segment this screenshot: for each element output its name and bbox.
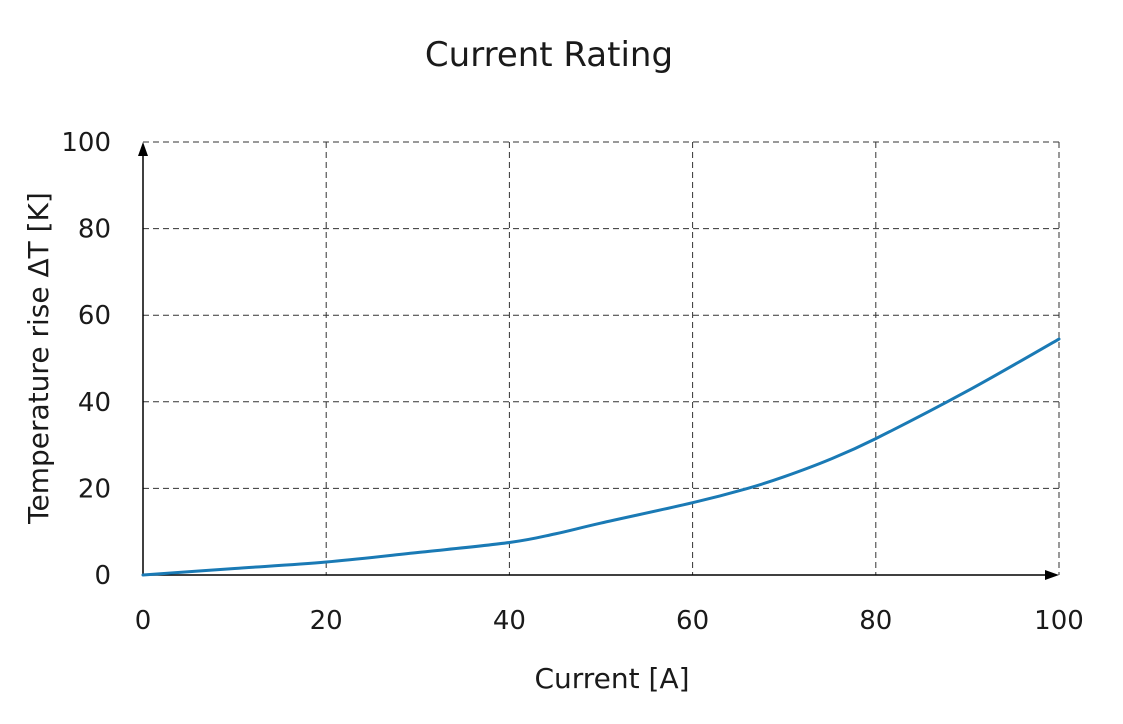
x-tick-label: 100 xyxy=(1034,606,1084,636)
series-line-0 xyxy=(141,337,1061,577)
y-tick-label: 40 xyxy=(78,388,111,418)
y-tick-label: 80 xyxy=(78,215,111,245)
x-tick-label: 80 xyxy=(859,606,892,636)
x-tick-label: 40 xyxy=(493,606,526,636)
x-tick-labels: 0 20 40 60 80 100 xyxy=(135,606,1084,636)
chart-title: Current Rating xyxy=(425,35,673,75)
y-tick-labels: 0 20 40 60 80 100 xyxy=(61,128,111,591)
x-tick-label: 20 xyxy=(310,606,343,636)
x-tick-label: 60 xyxy=(676,606,709,636)
x-tick-label: 0 xyxy=(135,606,152,636)
y-tick-label: 0 xyxy=(94,561,111,591)
axes xyxy=(138,142,1059,580)
x-axis-arrow-icon xyxy=(1045,570,1059,580)
y-tick-label: 100 xyxy=(61,128,111,158)
y-axis-arrow-icon xyxy=(138,142,148,156)
series-group xyxy=(141,337,1061,577)
y-axis-label: Temperature rise ΔT [K] xyxy=(22,192,55,525)
grid xyxy=(143,141,1060,575)
y-tick-label: 60 xyxy=(78,301,111,331)
y-tick-label: 20 xyxy=(78,474,111,504)
x-axis-label: Current [A] xyxy=(534,662,689,695)
